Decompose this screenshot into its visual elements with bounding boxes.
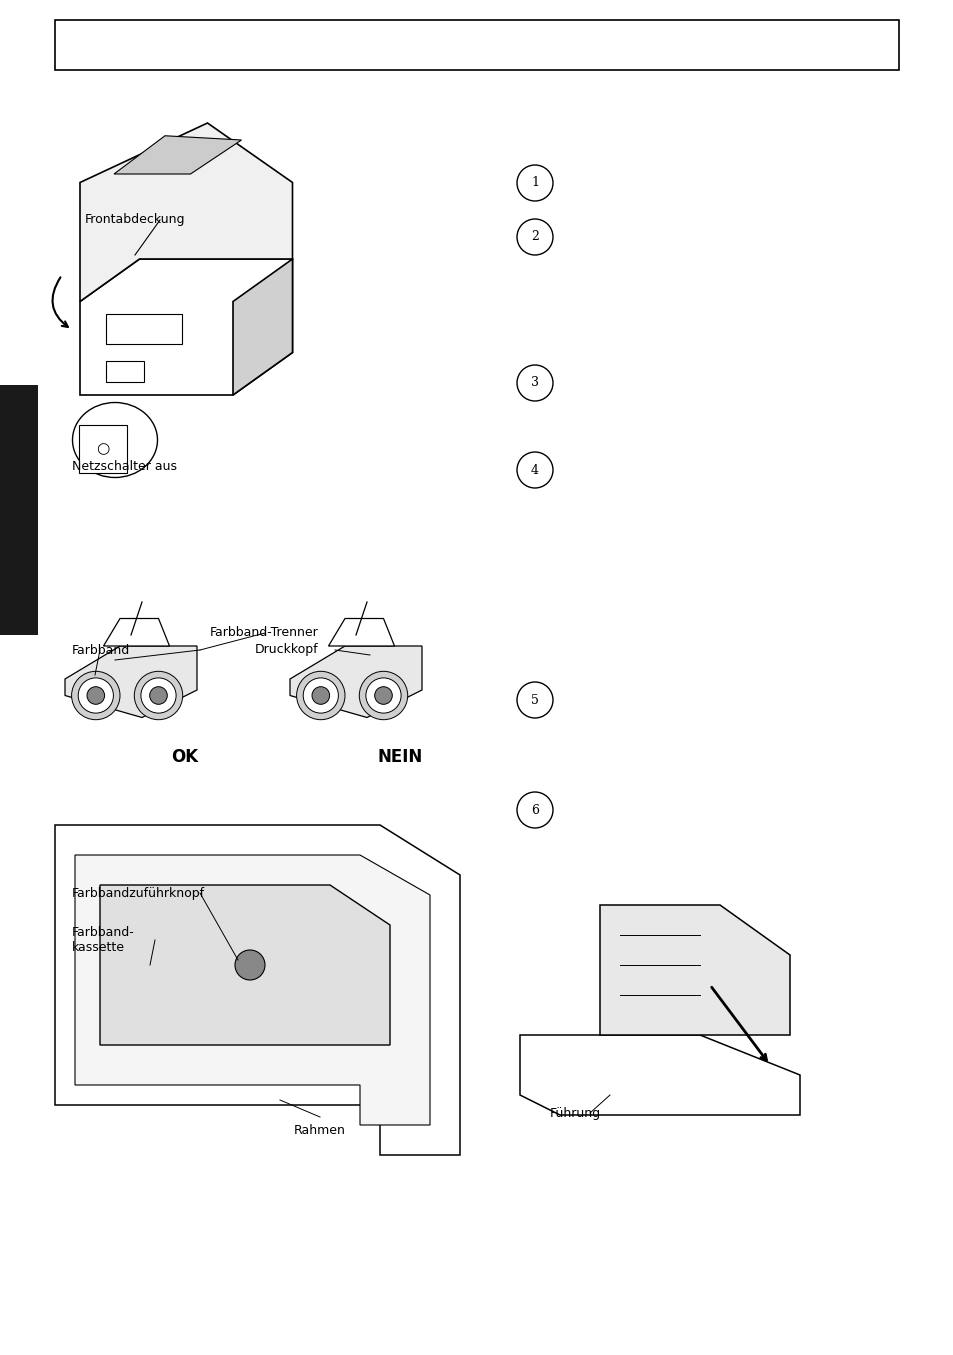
Circle shape bbox=[312, 687, 329, 705]
Bar bbox=[0, 385, 38, 635]
Text: 5: 5 bbox=[531, 694, 538, 706]
Circle shape bbox=[78, 678, 113, 713]
Text: Farbband: Farbband bbox=[71, 644, 131, 657]
Polygon shape bbox=[519, 1035, 800, 1115]
Text: 3: 3 bbox=[531, 377, 538, 389]
Circle shape bbox=[517, 793, 553, 828]
Circle shape bbox=[141, 678, 176, 713]
Polygon shape bbox=[106, 360, 144, 382]
Circle shape bbox=[359, 671, 407, 720]
Circle shape bbox=[517, 165, 553, 201]
Polygon shape bbox=[599, 905, 789, 1035]
FancyBboxPatch shape bbox=[55, 20, 898, 70]
Text: NEIN: NEIN bbox=[377, 748, 422, 766]
FancyBboxPatch shape bbox=[79, 425, 127, 473]
Circle shape bbox=[517, 682, 553, 718]
Polygon shape bbox=[103, 618, 170, 646]
Text: Druckkopf: Druckkopf bbox=[254, 644, 318, 657]
Text: 2: 2 bbox=[531, 230, 538, 244]
Circle shape bbox=[375, 687, 392, 705]
Text: Frontabdeckung: Frontabdeckung bbox=[85, 214, 185, 226]
Polygon shape bbox=[106, 314, 182, 344]
Polygon shape bbox=[55, 825, 459, 1154]
Text: 6: 6 bbox=[531, 804, 538, 817]
Circle shape bbox=[517, 220, 553, 255]
Polygon shape bbox=[100, 885, 390, 1045]
Text: Rahmen: Rahmen bbox=[294, 1123, 346, 1137]
Text: 4: 4 bbox=[531, 463, 538, 477]
Circle shape bbox=[134, 671, 183, 720]
Polygon shape bbox=[328, 618, 395, 646]
Circle shape bbox=[366, 678, 400, 713]
Polygon shape bbox=[80, 123, 293, 302]
Circle shape bbox=[303, 678, 338, 713]
Polygon shape bbox=[80, 259, 293, 396]
Polygon shape bbox=[65, 646, 196, 718]
Text: Farbband-
kassette: Farbband- kassette bbox=[71, 925, 134, 954]
Polygon shape bbox=[290, 646, 421, 718]
Text: Führung: Führung bbox=[550, 1107, 600, 1119]
Text: ○: ○ bbox=[96, 442, 110, 457]
Circle shape bbox=[150, 687, 167, 705]
Text: Farbband-Trenner: Farbband-Trenner bbox=[210, 626, 318, 640]
Text: 1: 1 bbox=[531, 176, 538, 190]
Text: Netzschalter aus: Netzschalter aus bbox=[71, 461, 177, 473]
Polygon shape bbox=[75, 855, 430, 1125]
Circle shape bbox=[296, 671, 345, 720]
Circle shape bbox=[234, 950, 265, 980]
Circle shape bbox=[71, 671, 120, 720]
Ellipse shape bbox=[72, 402, 157, 477]
Circle shape bbox=[517, 364, 553, 401]
Text: Farbbandzuführknopf: Farbbandzuführknopf bbox=[71, 886, 205, 900]
Circle shape bbox=[517, 453, 553, 488]
Text: OK: OK bbox=[172, 748, 198, 766]
Polygon shape bbox=[233, 259, 293, 396]
Polygon shape bbox=[113, 136, 241, 173]
Circle shape bbox=[87, 687, 105, 705]
